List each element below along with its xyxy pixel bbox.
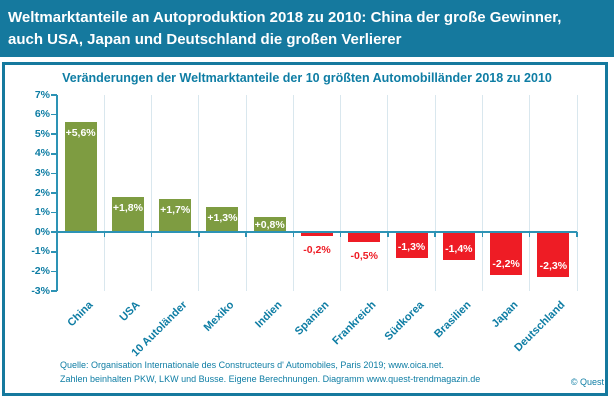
chart-panel [2, 62, 608, 396]
bar [442, 232, 475, 260]
y-axis-tick-label: -2% [31, 264, 50, 277]
x-axis-tick [387, 232, 389, 238]
bar [301, 232, 333, 237]
y-axis-tick [51, 270, 57, 273]
bar-value-label: +5,6% [65, 127, 96, 140]
bar [159, 198, 192, 233]
bar-value-label: -0,2% [303, 244, 331, 257]
gridline [198, 95, 200, 291]
bar [111, 196, 144, 233]
y-axis-tick-label: 7% [34, 88, 50, 101]
gridline [576, 95, 578, 291]
source-line-2: Zahlen beinhalten PKW, LKW und Busse. Ei… [60, 374, 481, 384]
bar-value-label: -1,4% [445, 242, 473, 255]
x-axis-tick [292, 232, 295, 238]
bar-value-label: -2,2% [492, 258, 520, 271]
bar [348, 232, 381, 242]
bar [490, 232, 523, 276]
gridline [529, 95, 531, 291]
bar-value-label: +1,8% [112, 201, 143, 214]
gridline [481, 95, 483, 291]
bar [206, 206, 239, 233]
x-axis-tick [150, 232, 153, 238]
gridline [103, 95, 105, 291]
x-axis-tick [103, 232, 106, 238]
y-axis-tick [51, 231, 57, 233]
gridline [245, 95, 247, 291]
y-axis-tick-label: -3% [31, 284, 50, 297]
y-axis-tick [51, 153, 57, 155]
source-note: Quelle: Organisation Internationale des … [60, 358, 480, 386]
y-axis-tick [51, 211, 57, 214]
y-axis-tick [51, 172, 57, 175]
y-axis-tick-label: 6% [34, 108, 50, 121]
bar [253, 216, 286, 233]
y-axis-tick-label: 0% [34, 225, 50, 238]
bar-value-label: +1,7% [160, 203, 191, 216]
y-axis-tick [51, 133, 57, 135]
source-line-1: Quelle: Organisation Internationale des … [60, 360, 444, 370]
x-axis-tick [434, 232, 436, 238]
gridline [434, 95, 436, 291]
gridline [340, 95, 342, 291]
chart-title: Veränderungen der Weltmarktanteile der 1… [62, 71, 552, 85]
header-title-line-1: Weltmarktanteile an Autoproduktion 2018 … [8, 9, 562, 26]
y-axis-tick-label: 1% [34, 206, 50, 219]
header-banner: Weltmarktanteile an Autoproduktion 2018 … [0, 0, 614, 57]
x-axis-label: Deutschland [512, 299, 568, 355]
x-axis-tick [528, 232, 531, 238]
bar [395, 232, 428, 258]
y-axis-tick-label: -1% [31, 245, 50, 258]
y-axis-line [56, 95, 58, 291]
y-axis-tick-label: 3% [34, 166, 50, 179]
y-axis-tick [51, 192, 57, 194]
gridline [387, 95, 389, 291]
gridline [151, 95, 153, 291]
x-axis-tick [481, 232, 484, 238]
bar-value-label: +0,8% [254, 218, 285, 231]
bar-value-label: -0,5% [350, 250, 378, 262]
zero-axis-line [57, 231, 577, 233]
bar-value-label: +1,3% [207, 211, 238, 224]
bar [64, 122, 97, 233]
y-axis-tick [51, 290, 57, 292]
bar-value-label: -2,3% [539, 260, 568, 273]
bar [537, 232, 570, 278]
y-axis-tick-label: 5% [34, 127, 50, 140]
x-axis-tick [245, 232, 247, 238]
copyright-label: © Quest [570, 377, 604, 387]
y-axis-tick-label: 2% [34, 186, 50, 199]
x-axis-tick [576, 232, 578, 238]
x-axis-tick [339, 232, 342, 238]
gridline [292, 95, 294, 291]
header-title-line-2: auch USA, Japan und Deutschland die groß… [8, 31, 402, 48]
x-axis-tick [198, 232, 200, 238]
y-axis-tick [51, 113, 57, 116]
bar-value-label: -1,3% [397, 240, 426, 253]
y-axis-tick-label: 4% [34, 147, 50, 160]
y-axis-tick [51, 251, 57, 253]
y-axis-tick [51, 94, 57, 96]
